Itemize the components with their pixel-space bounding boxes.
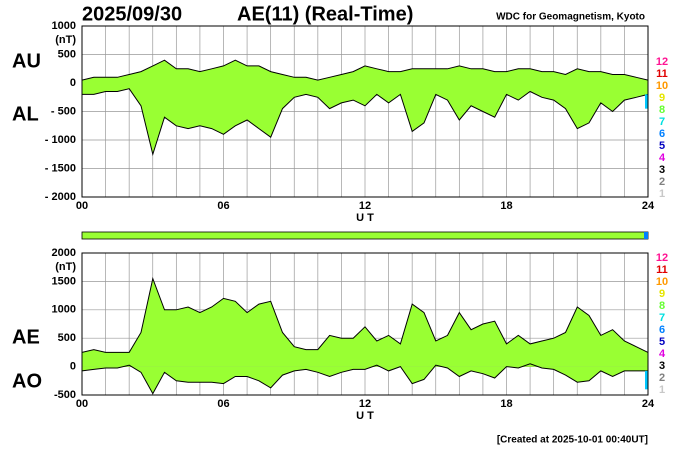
- series-line: [81, 59, 649, 81]
- y-tick-label: 2000: [52, 247, 76, 259]
- y-tick-label: 0: [70, 361, 76, 373]
- plot-frame: [81, 25, 649, 198]
- y-unit-label: (nT): [55, 34, 76, 46]
- station-legend-label: 12: [656, 252, 668, 264]
- station-legend-label: 8: [659, 300, 665, 312]
- x-tick-label: 00: [76, 200, 88, 212]
- created-note: [Created at 2025-10-01 00:40UT]: [497, 435, 648, 446]
- x-tick-label: 18: [500, 398, 512, 410]
- series-line: [81, 276, 649, 353]
- x-tick-label: 24: [642, 398, 655, 410]
- station-legend-label: 9: [659, 288, 665, 300]
- end-marker: [645, 94, 648, 109]
- station-legend-label: 5: [659, 140, 665, 152]
- x-axis-label: U T: [356, 212, 374, 224]
- station-legend-label: 1: [659, 188, 665, 200]
- y-tick-label: - 500: [51, 105, 76, 117]
- x-tick-label: 00: [76, 398, 88, 410]
- y-unit-label: (nT): [55, 261, 76, 273]
- station-legend-label: 6: [659, 324, 665, 336]
- station-legend-label: 11: [656, 68, 668, 80]
- series-area: [82, 363, 648, 394]
- source-label: WDC for Geomagnetism, Kyoto: [496, 12, 645, 23]
- station-legend-label: 10: [656, 276, 668, 288]
- x-tick-label: 12: [359, 200, 371, 212]
- x-tick-label: 18: [500, 200, 512, 212]
- x-axis-label: U T: [356, 410, 374, 422]
- station-legend-label: 10: [656, 80, 668, 92]
- series-area: [82, 278, 648, 367]
- station-legend-label: 7: [659, 312, 665, 324]
- y-tick-label: - 1500: [45, 162, 76, 174]
- series-name: AE: [12, 326, 40, 348]
- date-title: 2025/09/30: [82, 3, 182, 25]
- y-tick-label: - 2000: [45, 191, 76, 203]
- end-marker: [645, 370, 648, 390]
- station-legend-label: 4: [659, 152, 666, 164]
- y-tick-label: - 1000: [45, 134, 76, 146]
- y-tick-label: 1000: [52, 20, 76, 32]
- series-name: AO: [12, 370, 42, 392]
- station-legend-label: 11: [656, 264, 668, 276]
- status-bar-end: [644, 232, 648, 239]
- chart-title: AE(11) (Real-Time): [237, 3, 413, 25]
- plot-frame: [81, 252, 649, 396]
- y-tick-label: 500: [58, 332, 76, 344]
- station-legend-label: 12: [656, 56, 668, 68]
- series-name: AU: [12, 50, 41, 72]
- x-tick-label: 06: [217, 200, 229, 212]
- y-tick-label: 0: [70, 77, 76, 89]
- y-tick-label: 500: [58, 48, 76, 60]
- station-legend-label: 8: [659, 104, 665, 116]
- station-legend-label: 7: [659, 116, 665, 128]
- y-tick-label: -500: [54, 389, 76, 401]
- station-legend-label: 4: [659, 348, 666, 360]
- series-name: AL: [12, 103, 39, 125]
- station-legend-label: 2: [659, 372, 665, 384]
- station-legend-label: 3: [659, 360, 665, 372]
- series-area: [82, 83, 648, 155]
- series-line: [81, 363, 648, 395]
- station-legend-label: 6: [659, 128, 665, 140]
- station-legend-label: 3: [659, 164, 665, 176]
- status-bar: [81, 231, 649, 240]
- station-legend-label: 9: [659, 92, 665, 104]
- series-line: [82, 88, 649, 157]
- station-legend-label: 5: [659, 336, 665, 348]
- x-tick-label: 24: [642, 200, 655, 212]
- y-tick-label: 1000: [52, 304, 76, 316]
- x-tick-label: 06: [217, 398, 229, 410]
- station-legend-label: 1: [659, 384, 665, 396]
- x-tick-label: 12: [359, 398, 371, 410]
- station-legend-label: 2: [659, 176, 665, 188]
- y-tick-label: 1500: [52, 275, 76, 287]
